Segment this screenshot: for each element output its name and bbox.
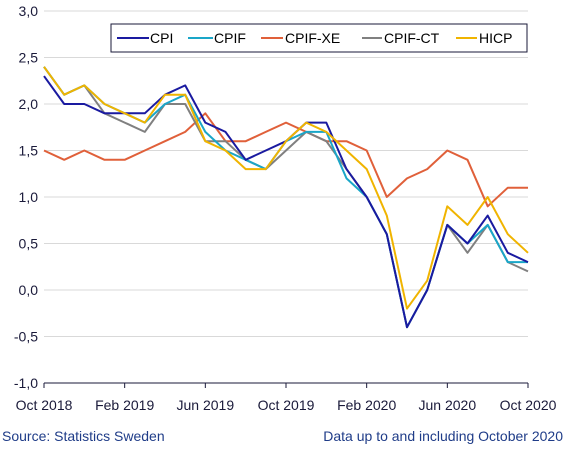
x-tick-label: Oct 2018 [16,397,73,413]
y-tick-label: -1,0 [14,375,38,391]
x-tick-label: Jun 2020 [419,397,477,413]
legend-label-cpif-xe: CPIF-XE [285,30,340,46]
legend-label-cpif: CPIF [214,30,246,46]
legend-label-hicp: HICP [479,30,512,46]
y-tick-label: 3,0 [19,3,39,19]
series-line-hicp [43,66,529,310]
data-range-note: Data up to and including October 2020 [323,428,563,444]
y-tick-label: -0,5 [14,329,38,345]
x-tick-label: Jun 2019 [177,397,235,413]
x-axis-tick-labels: Oct 2018 Feb 2019 Jun 2019 Oct 2019 Feb 2020… [16,383,557,413]
legend-label-cpif-ct: CPIF-CT [384,30,440,46]
source-note: Source: Statistics Sweden [2,428,165,444]
y-tick-label: 2,0 [19,96,39,112]
y-tick-label: 1,5 [19,143,39,159]
grid-lines [44,10,528,384]
legend: CPI CPIF CPIF-XE CPIF-CT HICP [110,23,528,53]
y-tick-label: 0,0 [19,282,39,298]
x-tick-label: Oct 2019 [258,397,315,413]
y-axis-tick-labels: 3,0 2,5 2,0 1,5 1,0 0,5 0,0 -0,5 -1,0 [14,3,38,391]
series-line-cpif-xe [43,112,528,208]
legend-label-cpi: CPI [150,30,173,46]
y-tick-label: 0,5 [19,236,39,252]
line-chart: 3,0 2,5 2,0 1,5 1,0 0,5 0,0 -0,5 -1,0 Oct 2018 Fe… [14,3,557,413]
x-tick-label: Feb 2020 [337,397,396,413]
series-lines [43,66,529,329]
y-tick-label: 1,0 [19,189,39,205]
x-tick-label: Feb 2019 [95,397,154,413]
y-tick-label: 2,5 [19,50,39,66]
x-tick-label: Oct 2020 [500,397,557,413]
